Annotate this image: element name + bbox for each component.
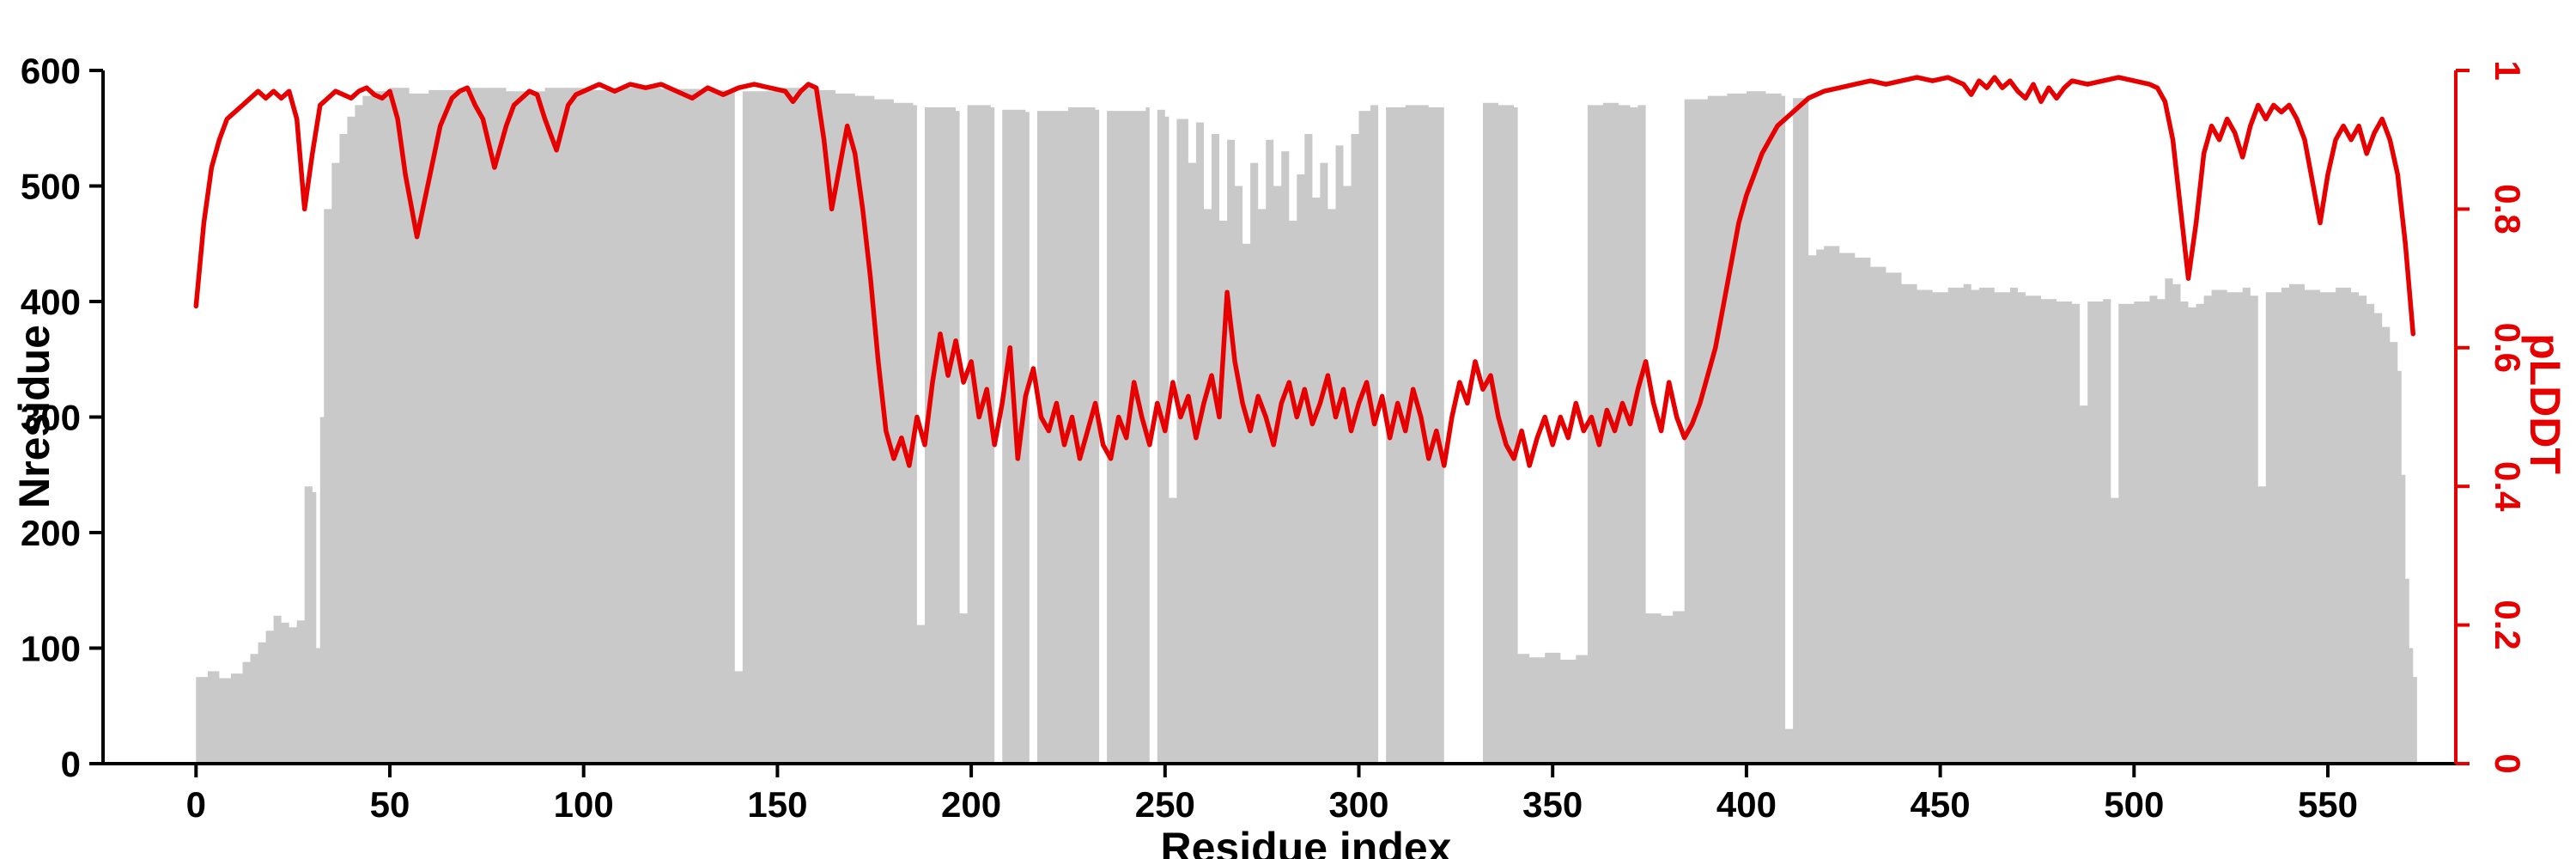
left-y-tick-label: 400 — [21, 282, 81, 322]
left-y-tick-label: 0 — [61, 744, 81, 784]
left-y-tick-label: 500 — [21, 167, 81, 207]
x-tick-label: 550 — [2298, 784, 2358, 825]
x-tick-label: 450 — [1911, 784, 1971, 825]
x-tick-label: 100 — [554, 784, 614, 825]
x-tick-label: 0 — [186, 784, 206, 825]
x-tick-label: 150 — [747, 784, 807, 825]
left-y-axis-title: Nresidue — [10, 325, 58, 509]
x-tick-label: 50 — [370, 784, 410, 825]
left-y-tick-label: 100 — [21, 629, 81, 669]
x-tick-label: 400 — [1716, 784, 1777, 825]
left-y-tick-label: 600 — [21, 51, 81, 91]
x-tick-label: 250 — [1135, 784, 1195, 825]
right-y-tick-label: 0.6 — [2488, 323, 2528, 373]
x-tick-label: 300 — [1328, 784, 1388, 825]
right-y-tick-label: 0 — [2488, 753, 2528, 773]
right-y-axis-title: pLDDT — [2521, 333, 2569, 474]
x-axis-title: Residue index — [1160, 824, 1452, 859]
right-y-tick-label: 1 — [2488, 60, 2528, 80]
right-y-tick-label: 0.4 — [2488, 461, 2528, 512]
nresidue-bars — [196, 88, 2417, 764]
x-tick-label: 200 — [941, 784, 1001, 825]
left-y-tick-label: 200 — [21, 513, 81, 553]
right-y-tick-label: 0.8 — [2488, 184, 2528, 234]
right-y-tick-label: 0.2 — [2488, 600, 2528, 649]
x-tick-label: 500 — [2104, 784, 2164, 825]
plddt-line — [193, 75, 2416, 468]
x-tick-label: 350 — [1522, 784, 1583, 825]
left-y-tick-label: 300 — [21, 398, 81, 438]
